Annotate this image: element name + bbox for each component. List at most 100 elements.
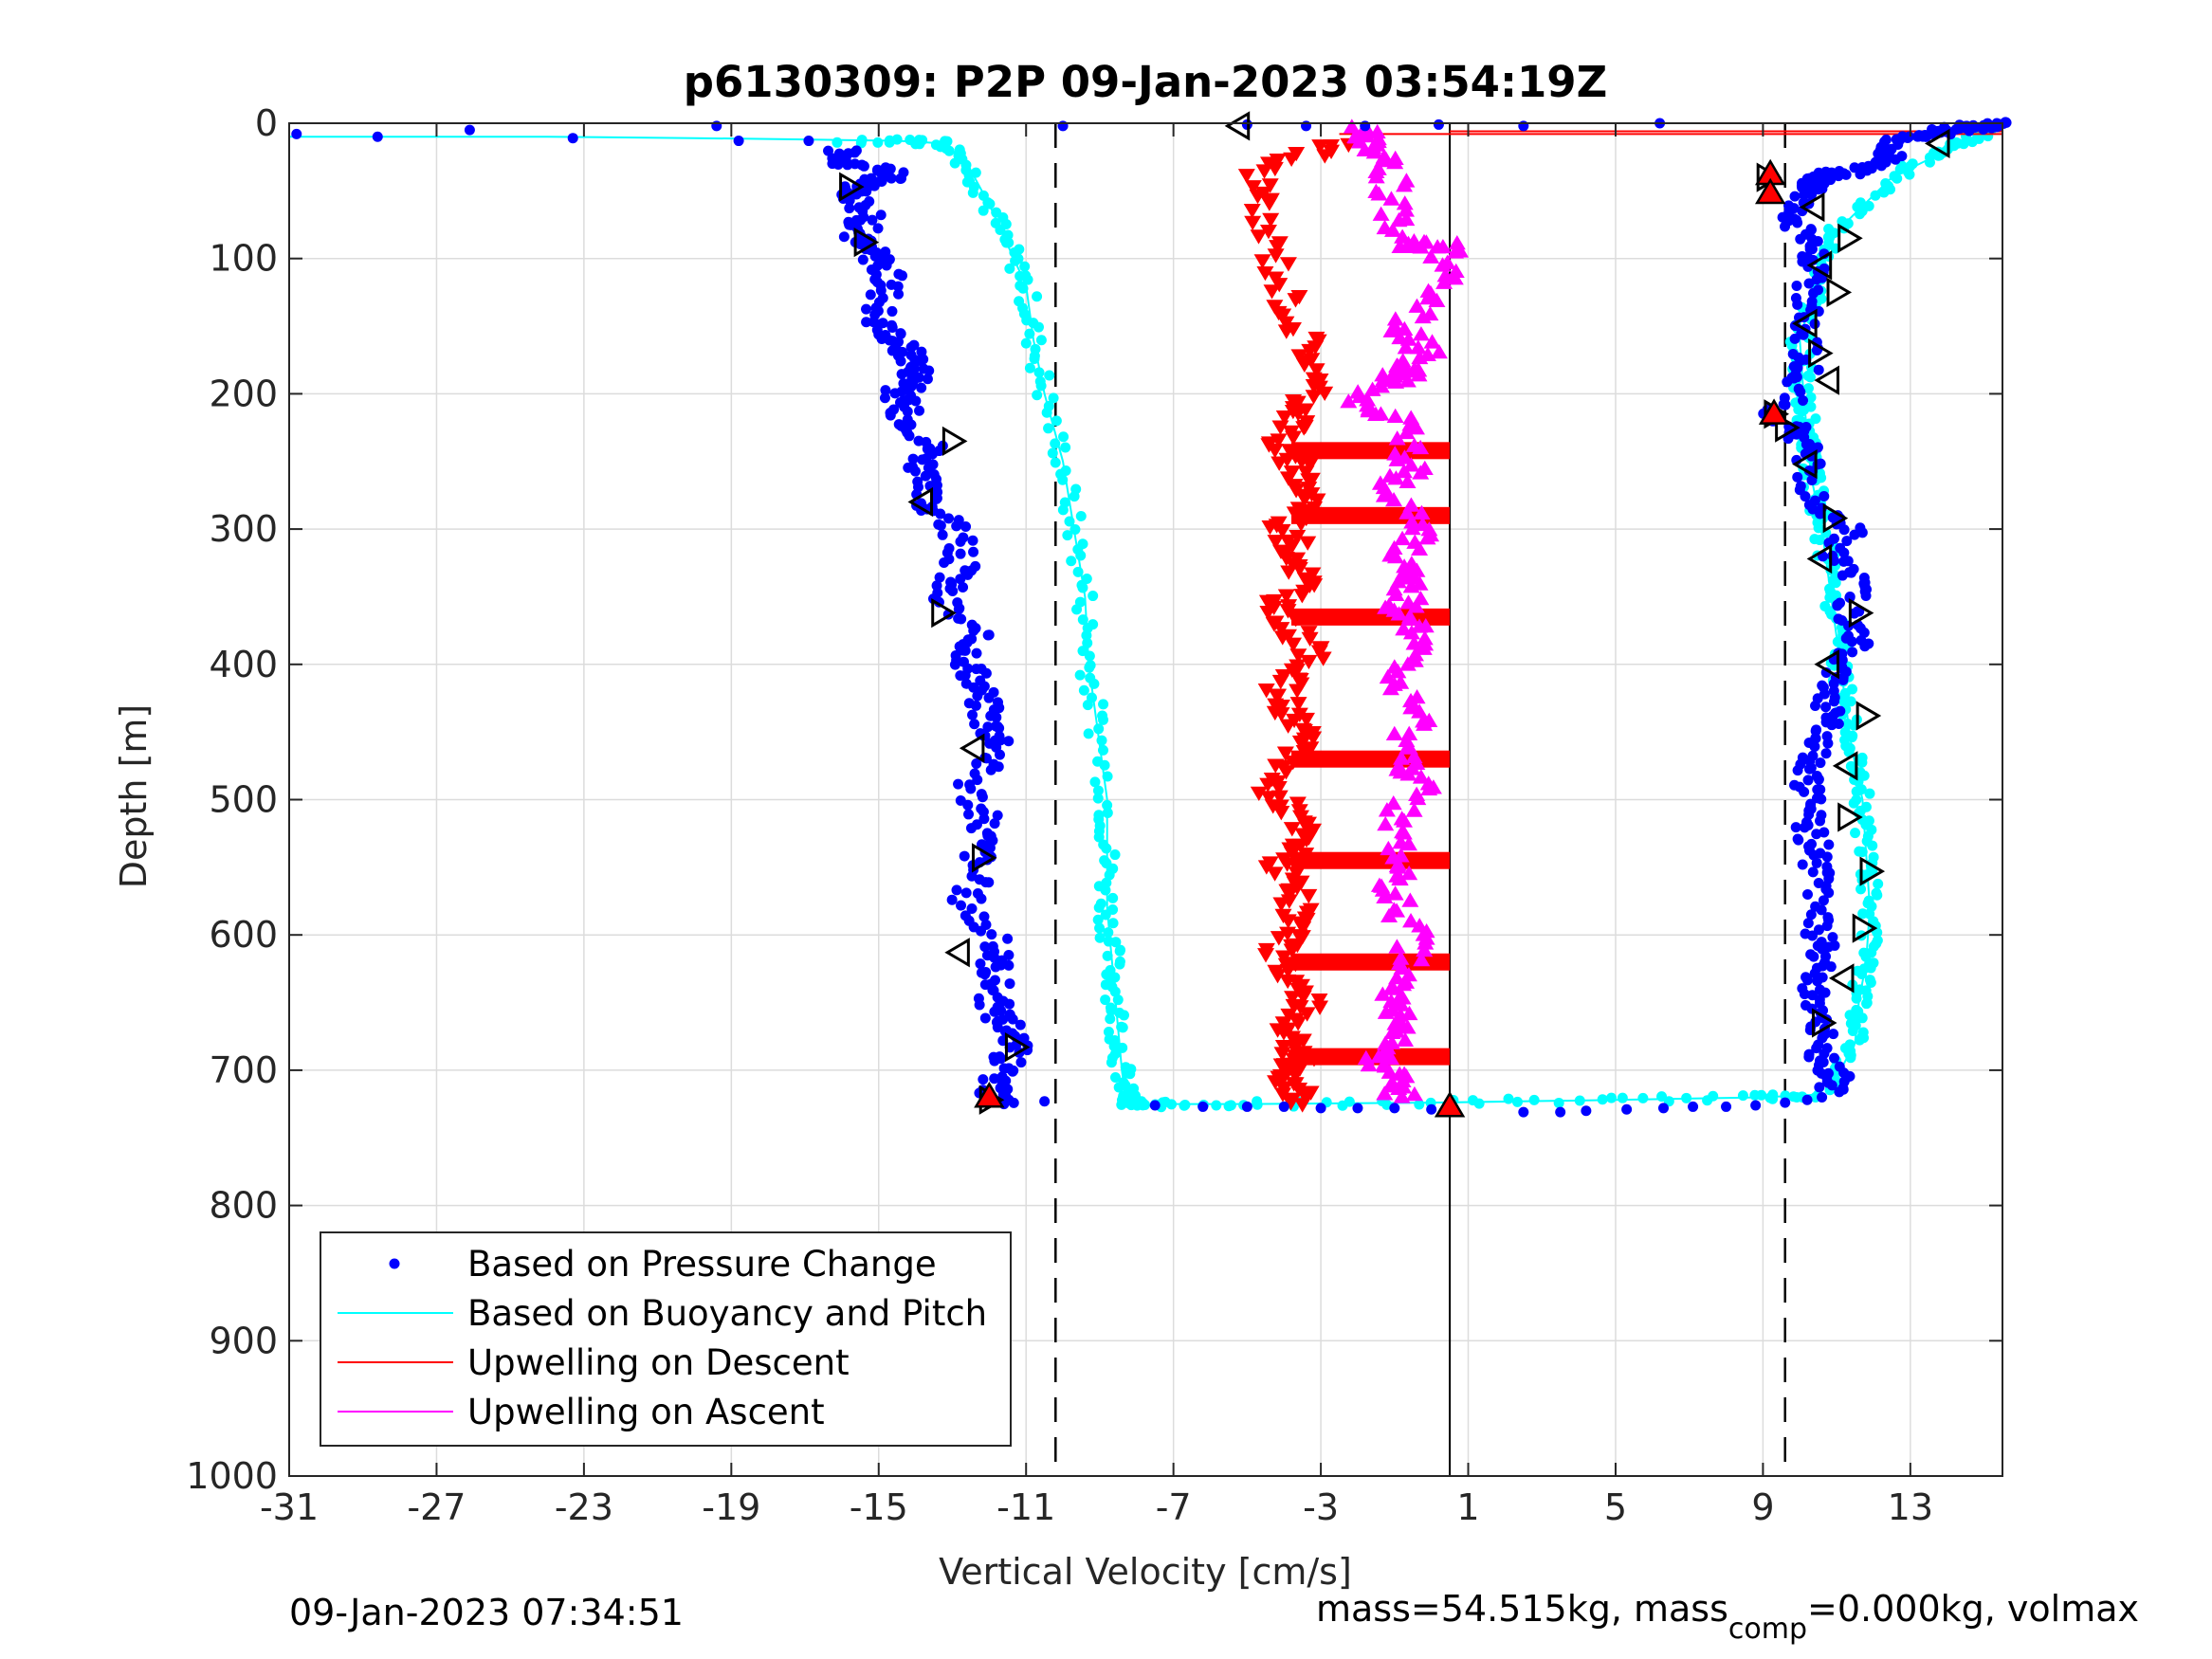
pressure-point bbox=[1581, 1105, 1592, 1117]
pressure-point bbox=[1821, 1043, 1833, 1054]
buoyancy-point bbox=[1097, 714, 1108, 725]
pitch-marker bbox=[971, 843, 997, 873]
pitch-marker bbox=[1814, 365, 1839, 395]
pressure-point bbox=[1555, 1106, 1566, 1118]
reference-lines bbox=[1054, 123, 1786, 1476]
ascent-marker bbox=[1394, 990, 1412, 1005]
descent-marker bbox=[1265, 617, 1283, 632]
pressure-point bbox=[902, 406, 913, 417]
descent-marker bbox=[1287, 293, 1305, 308]
buoyancy-point bbox=[1093, 723, 1105, 735]
pressure-point bbox=[1800, 928, 1811, 939]
pressure-point bbox=[1688, 1101, 1699, 1112]
buoyancy-point bbox=[1819, 600, 1831, 611]
pressure-point bbox=[1848, 563, 1859, 574]
descent-marker bbox=[1292, 517, 1310, 532]
ascent-marker bbox=[1411, 540, 1429, 556]
ascent-marker bbox=[1382, 979, 1400, 994]
pressure-point bbox=[842, 159, 853, 171]
descent-marker bbox=[1279, 719, 1297, 734]
pitch-marker bbox=[839, 172, 865, 202]
pressure-point bbox=[897, 270, 908, 282]
ascent-marker bbox=[1416, 941, 1434, 957]
pressure-point bbox=[1433, 118, 1444, 130]
descent-marker bbox=[1269, 969, 1287, 984]
pressure-point bbox=[1904, 131, 1915, 142]
ascent-marker bbox=[1386, 885, 1404, 901]
descent-marker bbox=[1304, 567, 1322, 582]
ascent-marker bbox=[1395, 975, 1413, 992]
buoyancy-point bbox=[855, 137, 867, 149]
pressure-point bbox=[1278, 1101, 1289, 1112]
pressure-point bbox=[895, 328, 906, 339]
pressure-point bbox=[464, 124, 475, 136]
buoyancy-point bbox=[1057, 474, 1069, 485]
pressure-point bbox=[1829, 939, 1840, 951]
pressure-point bbox=[916, 382, 927, 393]
pressure-point bbox=[1858, 572, 1870, 583]
ascent-marker bbox=[1397, 1031, 1415, 1047]
buoyancy-point bbox=[1019, 261, 1031, 272]
buoyancy-point bbox=[1553, 1097, 1564, 1108]
pressure-point bbox=[1802, 775, 1814, 786]
buoyancy-point bbox=[1809, 534, 1820, 545]
ascent-marker bbox=[1372, 406, 1390, 421]
buoyancy-point bbox=[1041, 407, 1052, 418]
descent-marker bbox=[1294, 1033, 1312, 1048]
descent-marker bbox=[1300, 473, 1318, 488]
pressure-point bbox=[1993, 118, 2004, 130]
pressure-point bbox=[1806, 296, 1818, 307]
pressure-point bbox=[1803, 1048, 1815, 1060]
descent-marker bbox=[1277, 589, 1295, 604]
descent-marker bbox=[1316, 149, 1334, 164]
ascent-marker bbox=[1401, 611, 1419, 626]
pitch-marker bbox=[1808, 337, 1834, 369]
descent-marker bbox=[1284, 991, 1302, 1006]
buoyancy-point bbox=[1020, 337, 1032, 349]
pressure-point bbox=[989, 1055, 1000, 1066]
pressure-point bbox=[857, 254, 868, 265]
buoyancy-point bbox=[1855, 197, 1866, 209]
buoyancy-point bbox=[1856, 752, 1868, 763]
buoyancy-point bbox=[1503, 1093, 1514, 1104]
ascent-marker bbox=[1360, 1056, 1378, 1072]
pressure-point bbox=[1822, 912, 1834, 923]
buoyancy-point bbox=[832, 137, 843, 148]
pressure-point bbox=[861, 303, 872, 315]
ascent-marker bbox=[1372, 378, 1390, 393]
pressure-point bbox=[1818, 1056, 1829, 1067]
ascent-marker bbox=[1379, 668, 1397, 684]
pressure-point bbox=[885, 410, 896, 421]
ascent-marker bbox=[1399, 835, 1417, 851]
buoyancy-point bbox=[1103, 927, 1114, 939]
pressure-point bbox=[939, 556, 950, 568]
pressure-point bbox=[907, 453, 919, 465]
descent-marker bbox=[1270, 781, 1288, 796]
ascent-marker bbox=[1411, 349, 1429, 365]
descent-marker bbox=[1279, 629, 1297, 644]
pressure-point bbox=[893, 288, 905, 300]
buoyancy-point bbox=[1069, 491, 1080, 502]
buoyancy-point bbox=[1617, 1092, 1628, 1103]
x-tick-label: 5 bbox=[1604, 1486, 1627, 1528]
pressure-point bbox=[1817, 1091, 1828, 1103]
x-tick-label: 9 bbox=[1751, 1486, 1774, 1528]
legend: Based on Pressure Change Based on Buoyanc… bbox=[320, 1231, 1012, 1447]
pressure-point bbox=[994, 749, 1005, 760]
buoyancy-point bbox=[891, 134, 903, 145]
buoyancy-point bbox=[1069, 523, 1081, 535]
pressure-point bbox=[992, 1022, 1003, 1033]
buoyancy-point bbox=[1805, 392, 1817, 403]
buoyancy-point bbox=[1100, 909, 1111, 921]
pressure-point bbox=[1801, 1094, 1813, 1105]
pressure-point bbox=[976, 893, 987, 904]
pressure-point bbox=[861, 317, 872, 328]
pressure-point bbox=[1820, 712, 1832, 723]
pressure-point bbox=[1004, 998, 1015, 1010]
pressure-point bbox=[1841, 536, 1853, 547]
buoyancy-point bbox=[943, 145, 955, 156]
descent-marker bbox=[1272, 707, 1290, 722]
descent-marker bbox=[1277, 324, 1295, 339]
pressure-point bbox=[978, 1074, 989, 1085]
buoyancy-point bbox=[1098, 699, 1109, 710]
